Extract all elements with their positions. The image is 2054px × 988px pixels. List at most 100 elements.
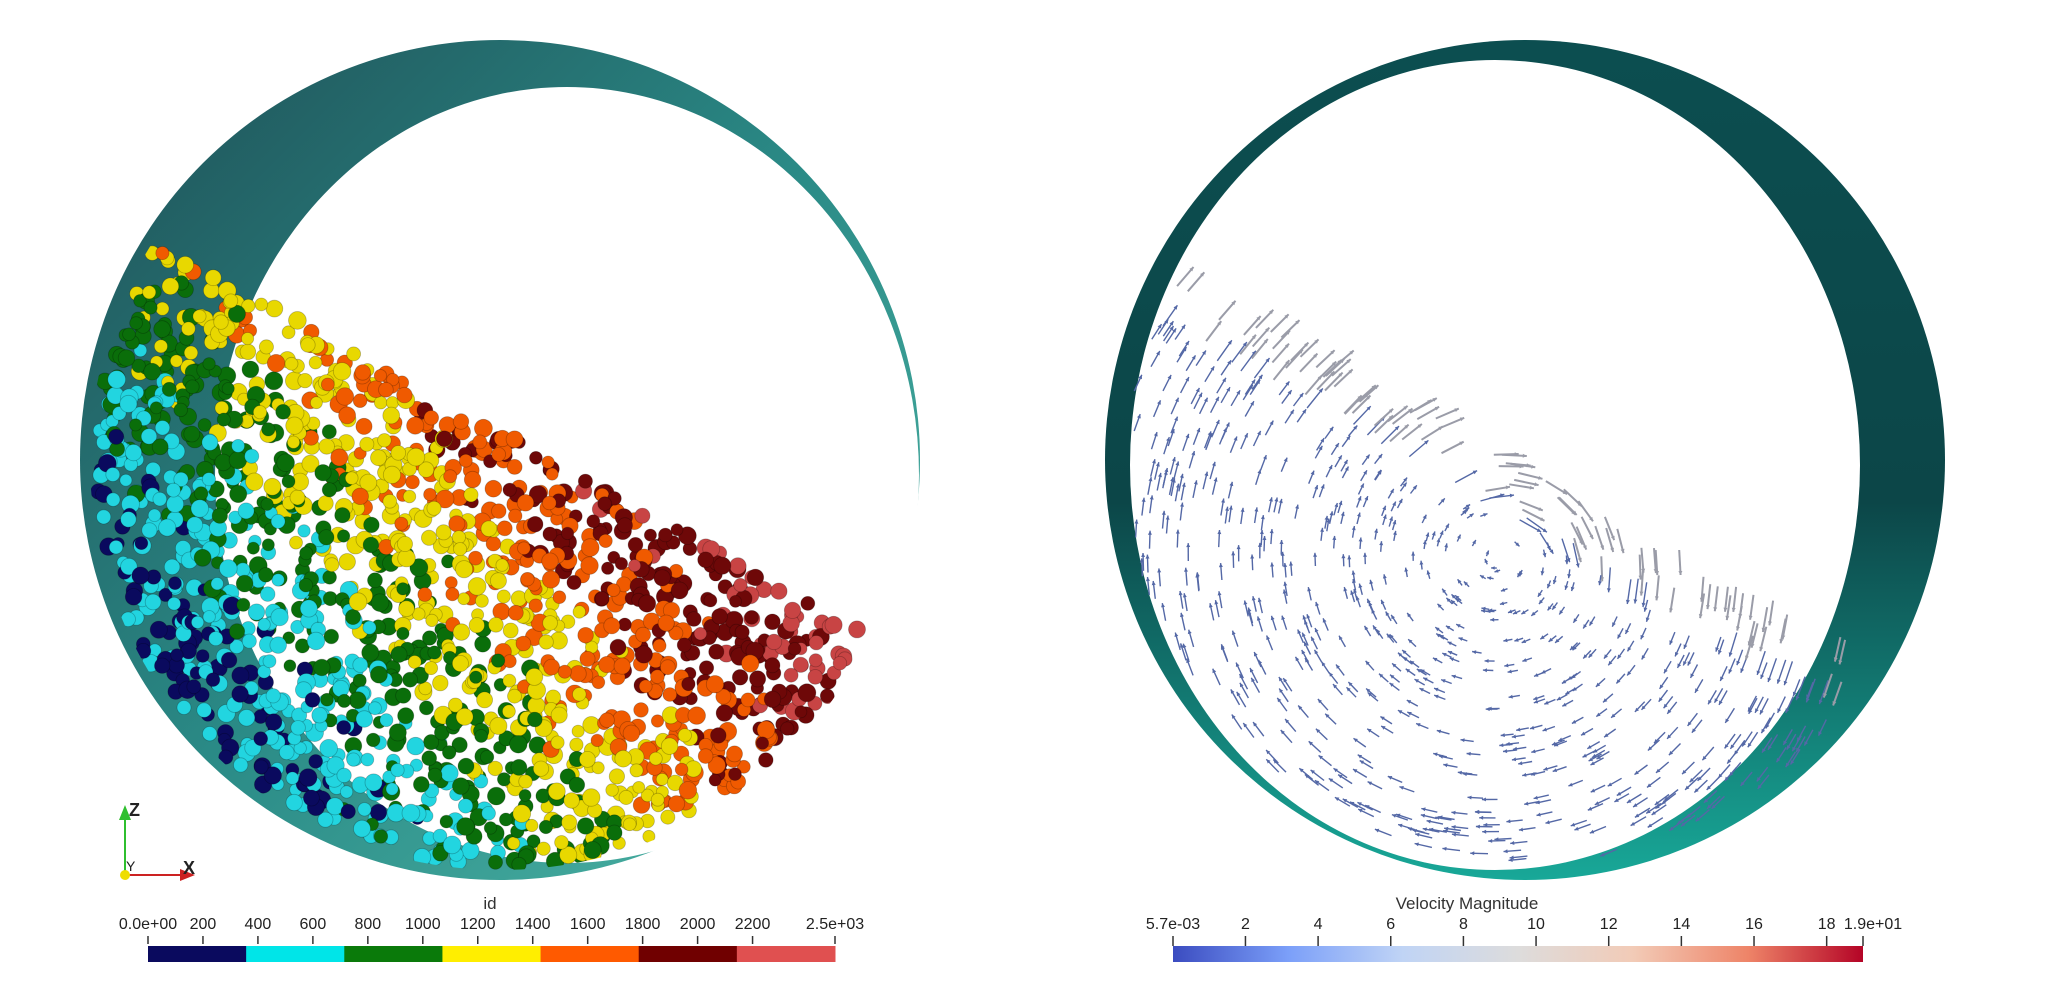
particle	[516, 494, 535, 512]
velocity-arrow-head	[1417, 424, 1422, 428]
velocity-arrow-head	[1680, 822, 1686, 827]
particle	[708, 643, 725, 660]
particle	[258, 567, 274, 583]
velocity-arrow-head	[1454, 408, 1459, 412]
velocity-arrow	[1699, 593, 1706, 619]
velocity-arrow	[1539, 532, 1554, 555]
render-view-velocity[interactable]: Velocity Magnitude 5.7e-03 2 4 6 8 10 12 14 16 18…	[1027, 0, 2054, 988]
velocity-arrow-head	[1600, 852, 1605, 857]
particle	[405, 474, 420, 490]
velocity-arrow-head	[1215, 396, 1219, 402]
velocity-arrow-head	[1626, 799, 1632, 803]
particle	[196, 702, 212, 718]
particle	[697, 551, 714, 569]
velocity-arrow-head	[1249, 384, 1253, 390]
velocity-arrow-head	[1451, 674, 1456, 679]
particle	[166, 494, 185, 513]
particle	[456, 817, 475, 836]
particle	[398, 600, 415, 617]
velocity-arrow-head	[1304, 342, 1309, 347]
velocity-arrow-head	[1823, 693, 1827, 698]
velocity-arrow	[1750, 623, 1759, 649]
particle	[282, 631, 296, 645]
velocity-arrow	[1271, 342, 1290, 364]
velocity-arrow-head	[1382, 574, 1387, 579]
particle	[770, 582, 788, 600]
particle	[435, 430, 453, 448]
particle	[210, 577, 224, 591]
particle	[617, 617, 632, 632]
velocity-arrow-head	[1387, 776, 1393, 780]
particle	[729, 557, 747, 575]
particle	[832, 656, 848, 671]
particle	[819, 688, 835, 704]
velocity-arrow	[1401, 423, 1423, 441]
particle	[176, 255, 195, 274]
velocity-arrow-head	[1204, 471, 1209, 477]
velocity-arrow-head	[1548, 637, 1553, 642]
velocity-arrow-head	[1425, 532, 1430, 537]
particle	[348, 691, 367, 710]
velocity-arrow-head	[1363, 470, 1367, 475]
particle	[340, 803, 356, 820]
velocity-arrow-head	[1564, 585, 1569, 590]
velocity-arrow-head	[1567, 676, 1573, 680]
velocity-arrow-head	[1786, 745, 1791, 750]
particle	[158, 518, 177, 537]
velocity-arrow	[1607, 567, 1611, 593]
particle	[528, 598, 543, 613]
velocity-arrow-head	[1542, 528, 1547, 533]
particle	[498, 812, 513, 827]
velocity-arrow-head	[1768, 745, 1772, 750]
particle	[451, 530, 466, 545]
velocity-arrow-head	[1315, 728, 1321, 733]
velocity-arrow	[1408, 439, 1429, 458]
velocity-arrow-head	[1659, 684, 1664, 689]
velocity-arrow-head	[1308, 741, 1313, 746]
velocity-arrow-head	[1534, 482, 1539, 487]
velocity-arrow-head	[1391, 814, 1397, 818]
velocity-arrow	[1521, 508, 1545, 522]
particle	[468, 617, 485, 634]
particle	[824, 615, 843, 634]
velocity-arrow-head	[1346, 359, 1351, 364]
particle	[650, 792, 665, 807]
velocity-scene-canvas[interactable]	[1027, 0, 2054, 988]
particle	[241, 633, 257, 649]
velocity-arrow	[1669, 587, 1676, 613]
particle	[231, 685, 249, 703]
velocity-arrow-head	[1193, 480, 1198, 485]
velocity-arrow	[1761, 607, 1769, 633]
particle	[452, 413, 470, 430]
velocity-arrow-head	[1306, 614, 1311, 619]
particle-scene-canvas[interactable]	[0, 0, 1027, 988]
particle	[808, 635, 824, 651]
particle	[678, 781, 698, 800]
velocity-arrow-head	[1396, 813, 1401, 818]
velocity-arrow-head	[1210, 366, 1215, 371]
velocity-arrow-head	[1404, 567, 1409, 572]
velocity-arrow-head	[1298, 705, 1303, 710]
particle	[601, 561, 615, 575]
velocity-arrow-head	[1167, 374, 1172, 380]
velocity-arrow	[1251, 326, 1271, 348]
particle	[167, 596, 182, 611]
particle	[122, 327, 136, 342]
particle	[432, 828, 448, 844]
particle	[186, 516, 204, 534]
velocity-arrow-head	[1531, 749, 1536, 754]
velocity-arrow	[1833, 636, 1842, 662]
velocity-arrow-head	[1269, 420, 1274, 426]
velocity-arrow-head	[1589, 829, 1595, 834]
colorbar-tick-label: 18	[1817, 916, 1836, 933]
particle	[364, 773, 383, 792]
particle	[266, 354, 286, 373]
render-view-particles-id[interactable]: Z Y X id 0.0e+00 200 400 600 800 1000 1200 1400…	[0, 0, 1027, 988]
particle	[755, 736, 770, 750]
velocity-arrow	[1356, 384, 1377, 403]
velocity-arrow-head	[1509, 855, 1514, 860]
velocity-arrow-head	[1537, 592, 1542, 597]
velocity-arrow-head	[1699, 597, 1704, 602]
velocity-arrow	[1333, 368, 1354, 388]
velocity-arrow-head	[1381, 726, 1386, 730]
